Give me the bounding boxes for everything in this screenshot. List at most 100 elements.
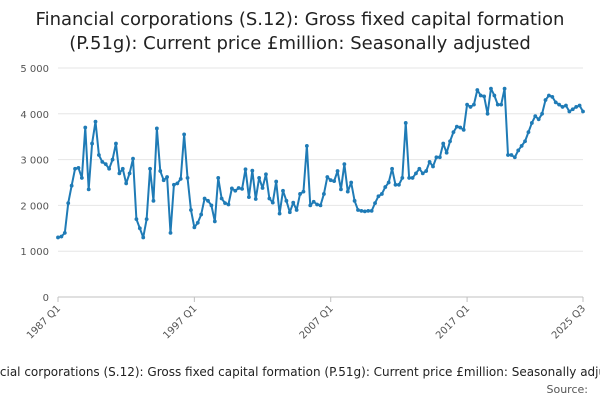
x-tick-label: 2017 Q1 bbox=[434, 303, 472, 341]
data-point bbox=[56, 235, 60, 240]
data-point bbox=[202, 196, 207, 201]
x-axis-ticks: 1987 Q1 1997 Q1 2007 Q1 2017 Q1 2025 Q3 bbox=[25, 297, 588, 341]
data-point bbox=[86, 187, 91, 192]
data-point bbox=[390, 166, 394, 171]
data-point bbox=[124, 181, 129, 186]
data-point bbox=[284, 198, 289, 203]
data-point bbox=[137, 226, 142, 231]
data-point bbox=[376, 194, 381, 199]
data-point bbox=[277, 211, 282, 216]
data-point bbox=[325, 175, 330, 179]
data-point bbox=[195, 220, 200, 225]
data-point bbox=[369, 209, 374, 213]
data-point bbox=[356, 208, 360, 212]
y-tick-label: 5 000 bbox=[20, 64, 49, 75]
data-point bbox=[472, 102, 476, 107]
data-point bbox=[403, 121, 408, 125]
data-point bbox=[185, 176, 190, 180]
data-point bbox=[567, 109, 572, 114]
data-point bbox=[83, 125, 88, 130]
data-point bbox=[270, 200, 275, 205]
data-point bbox=[148, 166, 152, 171]
data-point bbox=[383, 185, 388, 189]
data-point bbox=[165, 175, 169, 179]
data-point bbox=[229, 186, 234, 191]
data-point bbox=[274, 179, 279, 184]
data-point bbox=[581, 109, 585, 114]
data-point bbox=[454, 124, 459, 129]
data-point bbox=[131, 156, 135, 161]
data-point bbox=[400, 176, 405, 180]
data-point bbox=[414, 171, 418, 176]
data-point bbox=[441, 141, 446, 146]
data-point bbox=[287, 210, 292, 215]
data-point bbox=[158, 169, 163, 173]
data-point bbox=[393, 182, 398, 187]
data-point bbox=[322, 192, 326, 196]
data-point bbox=[250, 168, 255, 173]
data-point bbox=[161, 178, 166, 183]
x-tick-label: 1987 Q1 bbox=[25, 303, 63, 341]
data-point bbox=[451, 130, 456, 135]
x-tick-label: 2025 Q3 bbox=[550, 303, 588, 341]
data-point bbox=[117, 171, 122, 176]
data-point bbox=[448, 139, 452, 144]
data-point bbox=[79, 176, 84, 180]
data-point bbox=[407, 176, 412, 180]
data-point bbox=[301, 189, 306, 194]
data-point bbox=[373, 201, 377, 206]
data-point bbox=[339, 187, 343, 192]
data-point bbox=[533, 114, 538, 118]
data-point bbox=[523, 139, 527, 144]
data-point bbox=[298, 192, 302, 196]
y-tick-label: 4 000 bbox=[20, 110, 49, 121]
data-point bbox=[465, 102, 469, 107]
data-point bbox=[410, 176, 415, 180]
data-point bbox=[199, 212, 204, 217]
data-points bbox=[56, 86, 585, 240]
data-point bbox=[536, 117, 541, 122]
data-point bbox=[362, 209, 367, 214]
data-point bbox=[66, 201, 71, 206]
data-point bbox=[182, 132, 187, 137]
data-point bbox=[345, 189, 350, 194]
legend-label: Financial corporations (S.12): Gross fix… bbox=[0, 365, 600, 379]
data-point bbox=[570, 107, 575, 112]
data-point bbox=[437, 155, 442, 160]
data-point bbox=[144, 217, 149, 222]
data-point bbox=[458, 125, 463, 130]
x-tick-label: 1997 Q1 bbox=[161, 303, 199, 341]
data-point bbox=[73, 166, 77, 171]
data-point bbox=[120, 166, 125, 171]
data-point bbox=[386, 180, 391, 185]
data-point bbox=[178, 176, 183, 181]
data-point bbox=[93, 119, 98, 124]
source-label: Source: bbox=[547, 383, 589, 396]
data-point bbox=[444, 150, 449, 155]
data-point bbox=[335, 169, 340, 173]
data-point bbox=[114, 141, 118, 146]
chart-title-line2: (P.51g): Current price £million: Seasona… bbox=[69, 33, 531, 54]
data-point bbox=[506, 153, 510, 157]
data-point bbox=[76, 165, 81, 170]
data-point bbox=[492, 93, 497, 98]
data-point bbox=[557, 102, 562, 107]
data-point bbox=[560, 105, 565, 109]
data-point bbox=[110, 157, 115, 162]
data-point bbox=[332, 179, 337, 184]
data-point bbox=[62, 230, 67, 235]
data-point bbox=[564, 103, 568, 108]
data-point bbox=[236, 186, 241, 190]
data-point bbox=[219, 196, 224, 201]
data-point bbox=[342, 162, 347, 167]
data-point bbox=[397, 182, 401, 187]
data-point bbox=[577, 103, 582, 108]
y-axis-ticks: 0 1 000 2 000 3 000 4 000 5 000 bbox=[20, 64, 49, 304]
series-line bbox=[57, 87, 584, 239]
y-tick-label: 0 bbox=[43, 293, 49, 304]
data-point bbox=[192, 225, 197, 230]
data-point bbox=[519, 143, 524, 148]
data-point bbox=[526, 130, 531, 135]
data-point bbox=[540, 111, 544, 116]
